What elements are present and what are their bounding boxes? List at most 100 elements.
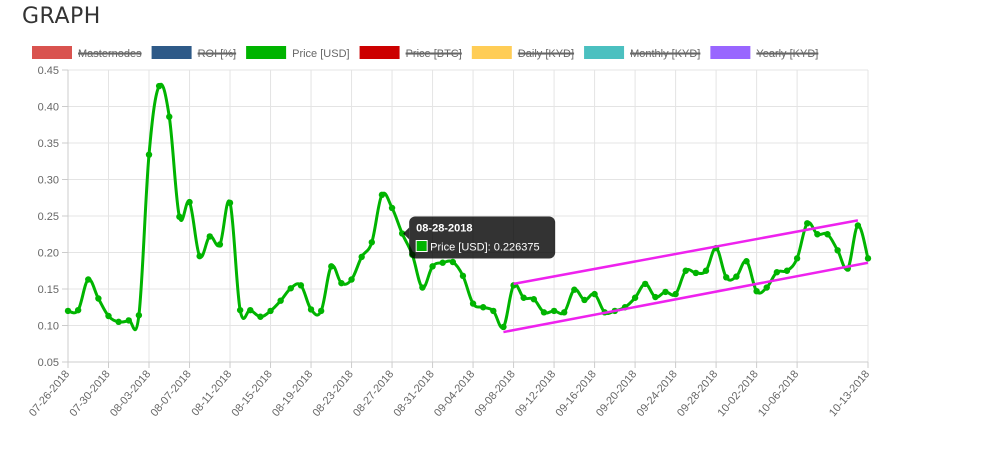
trend-channel <box>503 219 869 334</box>
data-point[interactable] <box>287 285 294 292</box>
data-point[interactable] <box>429 263 436 270</box>
x-tick-label: 08-07-2018 <box>148 368 193 419</box>
data-point[interactable] <box>358 253 365 261</box>
data-point[interactable] <box>652 293 659 301</box>
data-point[interactable] <box>449 258 457 266</box>
tooltip-box <box>409 216 556 259</box>
data-point[interactable] <box>277 297 284 304</box>
data-point[interactable] <box>439 259 446 266</box>
data-point[interactable] <box>419 284 426 291</box>
data-point[interactable] <box>550 307 558 315</box>
data-point[interactable] <box>591 290 598 298</box>
data-point[interactable] <box>692 269 700 277</box>
data-point[interactable] <box>763 284 770 291</box>
data-point[interactable] <box>196 252 203 260</box>
data-point[interactable] <box>216 241 224 248</box>
data-point[interactable] <box>459 272 467 280</box>
legend-label: Price [BTC] <box>406 48 462 60</box>
data-point[interactable] <box>95 295 102 302</box>
data-point[interactable] <box>186 198 193 206</box>
data-point[interactable] <box>804 220 811 227</box>
data-point[interactable] <box>247 306 254 314</box>
data-point[interactable] <box>733 273 740 280</box>
data-point[interactable] <box>145 151 153 158</box>
data-point[interactable] <box>115 318 122 326</box>
data-point[interactable] <box>307 306 315 313</box>
y-tick-label: 0.35 <box>38 138 59 150</box>
data-point[interactable] <box>297 282 305 289</box>
data-point[interactable] <box>105 312 112 320</box>
data-point[interactable] <box>338 279 345 287</box>
data-point[interactable] <box>378 191 386 199</box>
legend-item-roi[interactable]: ROI [%] <box>151 46 237 60</box>
data-point[interactable] <box>793 255 801 262</box>
data-point[interactable] <box>834 247 841 254</box>
x-tick-label: 09-04-2018 <box>432 368 477 419</box>
legend-item-price-btc[interactable]: Price [BTC] <box>359 46 462 60</box>
x-tick-label: 09-28-2018 <box>675 368 720 419</box>
data-point[interactable] <box>135 312 143 319</box>
data-point[interactable] <box>176 213 183 220</box>
data-point[interactable] <box>479 304 487 311</box>
data-point[interactable] <box>490 307 497 315</box>
x-tick-label: 10-13-2018 <box>827 368 872 419</box>
data-point[interactable] <box>257 313 264 320</box>
x-tick-label: 07-30-2018 <box>67 368 112 419</box>
data-point[interactable] <box>682 267 689 274</box>
data-point[interactable] <box>571 286 578 293</box>
data-point[interactable] <box>206 233 213 240</box>
data-point[interactable] <box>672 290 679 298</box>
legend-swatch <box>584 46 625 59</box>
data-point[interactable] <box>723 274 730 281</box>
x-tick-label: 08-03-2018 <box>108 368 153 419</box>
data-point[interactable] <box>783 267 791 274</box>
data-point[interactable] <box>702 267 710 274</box>
legend-item-price-usd[interactable]: Price [USD] <box>246 46 350 60</box>
data-point[interactable] <box>753 287 760 295</box>
data-point[interactable] <box>368 239 375 246</box>
data-point[interactable] <box>824 231 831 238</box>
data-point[interactable] <box>642 280 649 288</box>
data-point[interactable] <box>662 288 669 296</box>
tooltip-caret <box>403 227 410 240</box>
data-point[interactable] <box>328 263 335 270</box>
data-point[interactable] <box>500 323 507 331</box>
legend-item-masternodes[interactable]: Masternodes <box>32 46 142 60</box>
data-point[interactable] <box>743 258 750 265</box>
data-point[interactable] <box>388 204 396 212</box>
data-point[interactable] <box>166 113 173 120</box>
data-point[interactable] <box>530 296 538 303</box>
page-title: GRAPH <box>22 4 101 29</box>
legend-item-daily-kyd[interactable]: Daily [KYD] <box>471 46 575 60</box>
data-point[interactable] <box>854 222 862 229</box>
data-point[interactable] <box>631 294 639 301</box>
legend-item-monthly-kyd[interactable]: Monthly [KYD] <box>584 46 701 60</box>
series-price-usd <box>64 82 872 332</box>
chart-grid <box>67 69 869 363</box>
data-point[interactable] <box>125 317 132 324</box>
data-point[interactable] <box>814 231 821 238</box>
data-point[interactable] <box>226 199 234 207</box>
data-point[interactable] <box>155 82 163 90</box>
data-point[interactable] <box>348 276 355 283</box>
data-point[interactable] <box>773 269 781 276</box>
data-point[interactable] <box>561 309 568 316</box>
data-point[interactable] <box>85 276 92 283</box>
chart-legend[interactable]: Masternodes ROI [%] Price [USD] Price [BTC]… <box>32 46 819 60</box>
data-point[interactable] <box>581 296 588 304</box>
data-point[interactable] <box>469 300 477 307</box>
data-point[interactable] <box>398 230 406 237</box>
data-point[interactable] <box>236 306 244 314</box>
data-point[interactable] <box>74 306 82 314</box>
x-tick-label: 09-12-2018 <box>513 368 558 419</box>
data-point[interactable] <box>317 307 325 315</box>
data-point[interactable] <box>267 307 274 315</box>
tooltip-swatch <box>415 240 428 253</box>
legend-item-yearly-kyd[interactable]: Yearly [KYD] <box>710 46 819 60</box>
data-point[interactable] <box>520 294 527 301</box>
data-point[interactable] <box>64 307 72 315</box>
data-point[interactable] <box>540 309 548 316</box>
data-point[interactable] <box>864 255 872 262</box>
legend-swatch <box>471 46 512 59</box>
